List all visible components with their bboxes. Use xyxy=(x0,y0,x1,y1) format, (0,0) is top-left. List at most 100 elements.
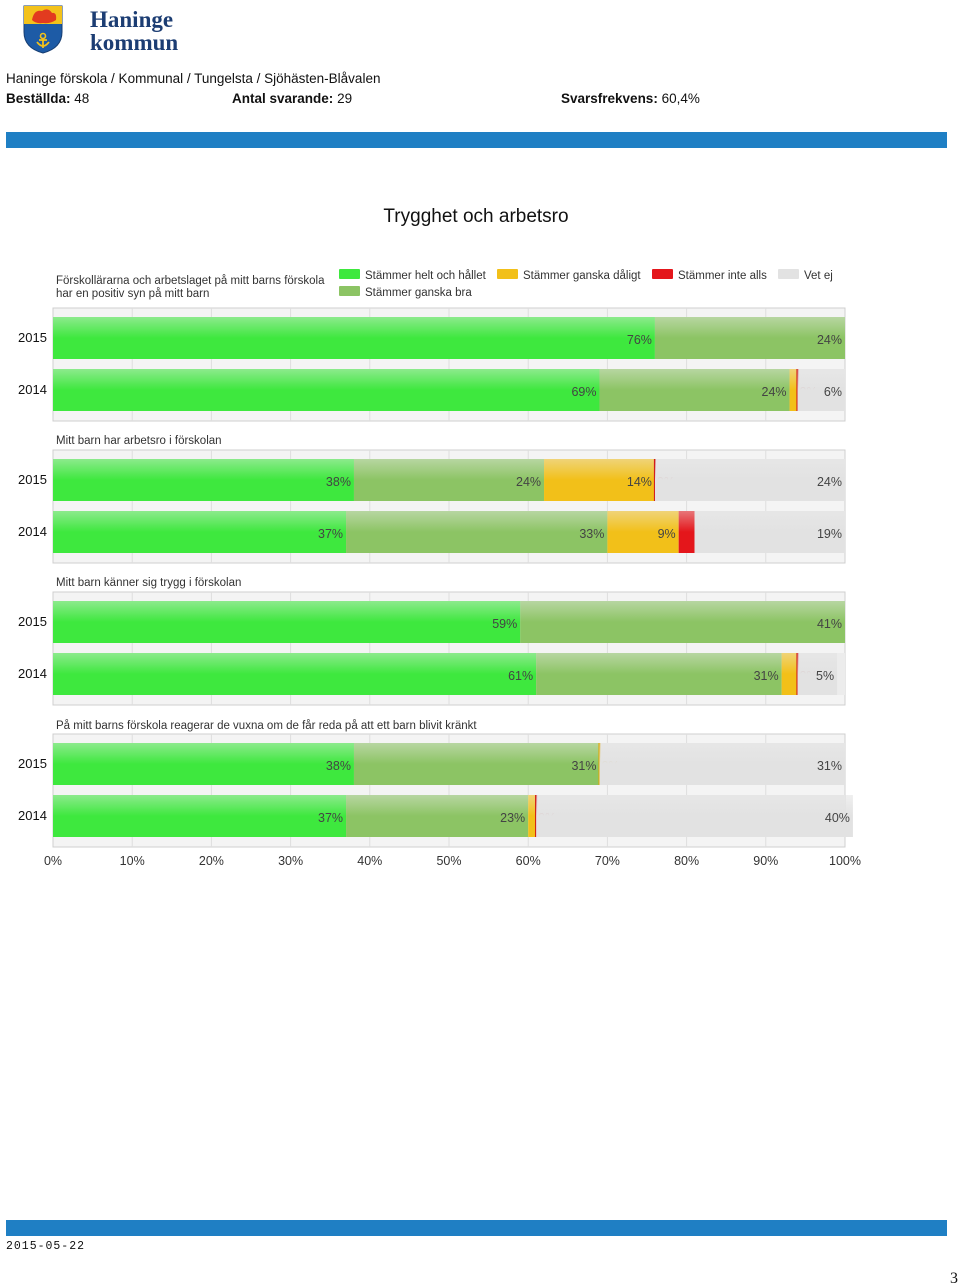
bar-segment-3-1-ganska_daligt xyxy=(528,795,537,837)
group-title-2: Mitt barn känner sig trygg i förskolan xyxy=(56,577,241,589)
bar-segment-3-1-vet_ej xyxy=(536,795,853,837)
bar-segment-1-1-inte_alls xyxy=(678,511,695,553)
x-tick-label-9: 90% xyxy=(753,854,778,868)
bar-label-1-1-vet_ej: 19% xyxy=(817,527,842,541)
bar-segment-2-1-helt xyxy=(53,653,537,695)
x-tick-label-10: 100% xyxy=(829,854,861,868)
group-title-3: På mitt barns förskola reagerar de vuxna… xyxy=(56,720,477,732)
bar-segment-2-1-ganska_daligt xyxy=(781,653,798,695)
bar-segment-1-0-ganska_daligt xyxy=(544,459,655,501)
x-tick-label-7: 70% xyxy=(595,854,620,868)
ordered-value: 48 xyxy=(74,91,90,106)
bar-segment-0-1-ganska_bra xyxy=(599,369,790,411)
respondents-value: 29 xyxy=(337,91,353,106)
respondents-label: Antal svarande: xyxy=(232,91,334,106)
legend-label-ganska_daligt: Stämmer ganska dåligt xyxy=(523,270,641,282)
bar-label-1-1-ganska_bra: 33% xyxy=(579,527,604,541)
x-tick-label-3: 30% xyxy=(278,854,303,868)
bar-label-3-0-helt: 38% xyxy=(326,759,351,773)
bar-segment-1-1-ganska_daligt xyxy=(607,511,679,553)
bar-label-3-1-helt: 37% xyxy=(318,811,343,825)
bar-segment-2-0-ganska_bra xyxy=(520,601,845,643)
bar-label-0-1-helt: 69% xyxy=(571,385,596,399)
bar-segment-1-0-vet_ej xyxy=(654,459,845,501)
logo-text-line1: Haninge xyxy=(90,7,174,32)
bar-segment-3-0-helt xyxy=(53,743,354,785)
stacked-bar-chart: Stämmer helt och hållet Stämmer ganska då… xyxy=(18,269,861,868)
bar-segment-1-0-ganska_bra xyxy=(353,459,545,501)
bar-label-2-1-ganska_bra: 31% xyxy=(754,669,779,683)
row-year-2-0: 2015 xyxy=(18,614,47,629)
bar-label-0-1-ganska_bra: 24% xyxy=(762,385,787,399)
bar-segment-0-1-ganska_daligt xyxy=(789,369,798,411)
bar-label-0-0-ganska_bra: 24% xyxy=(817,333,842,347)
bar-segment-1-1-helt xyxy=(53,511,347,553)
legend-swatch-ganska_bra xyxy=(339,286,360,296)
legend-swatch-helt xyxy=(339,269,360,279)
x-tick-label-4: 40% xyxy=(357,854,382,868)
legend-swatch-vet_ej xyxy=(778,269,799,279)
page-title: Trygghet och arbetsro xyxy=(383,206,569,227)
row-year-2-1: 2014 xyxy=(18,666,47,681)
legend-label-vet_ej: Vet ej xyxy=(804,270,833,282)
x-tick-label-1: 10% xyxy=(120,854,145,868)
ordered-stat: Beställda: 48 xyxy=(6,91,89,106)
bar-segment-1-1-ganska_bra xyxy=(346,511,608,553)
bar-label-3-1-ganska_bra: 23% xyxy=(500,811,525,825)
x-tick-label-2: 20% xyxy=(199,854,224,868)
row-year-3-1: 2014 xyxy=(18,808,47,823)
x-tick-label-0: 0% xyxy=(44,854,62,868)
bar-label-1-0-ganska_daligt: 14% xyxy=(627,475,652,489)
bar-label-0-1-vet_ej: 6% xyxy=(824,385,842,399)
bar-label-3-0-ganska_bra: 31% xyxy=(571,759,596,773)
bar-segment-1-1-vet_ej xyxy=(694,511,845,553)
page-number: 3 xyxy=(950,1270,958,1287)
bar-segment-3-0-ganska_bra xyxy=(353,743,600,785)
bar-segment-0-0-helt xyxy=(53,317,655,359)
row-year-3-0: 2015 xyxy=(18,756,47,771)
response-rate-value: 60,4% xyxy=(661,91,700,106)
bar-segment-3-1-ganska_bra xyxy=(346,795,529,837)
bar-segment-1-0-helt xyxy=(53,459,354,501)
bar-segment-2-0-helt xyxy=(53,601,521,643)
row-year-1-0: 2015 xyxy=(18,472,47,487)
response-rate-stat: Svarsfrekvens: 60,4% xyxy=(561,91,700,106)
response-rate-label: Svarsfrekvens: xyxy=(561,91,658,106)
x-tick-label-6: 60% xyxy=(516,854,541,868)
report-date: 2015-05-22 xyxy=(6,1240,86,1253)
group-title-1: Mitt barn har arbetsro i förskolan xyxy=(56,435,222,447)
x-tick-label-5: 50% xyxy=(436,854,461,868)
x-tick-label-8: 80% xyxy=(674,854,699,868)
bar-label-3-1-vet_ej: 40% xyxy=(825,811,850,825)
bar-label-1-0-vet_ej: 24% xyxy=(817,475,842,489)
bar-segment-3-0-vet_ej xyxy=(599,743,845,785)
legend-swatch-inte_alls xyxy=(652,269,673,279)
legend-label-helt: Stämmer helt och hållet xyxy=(365,270,487,282)
bar-segment-0-1-vet_ej xyxy=(797,369,845,411)
row-year-0-0: 2015 xyxy=(18,330,47,345)
logo-text-line2: kommun xyxy=(90,30,179,55)
bar-label-1-1-ganska_daligt: 9% xyxy=(658,527,676,541)
footer-divider-bar xyxy=(6,1220,947,1236)
bar-label-2-1-vet_ej: 5% xyxy=(816,669,834,683)
bar-label-0-0-helt: 76% xyxy=(627,333,652,347)
bar-label-2-1-helt: 61% xyxy=(508,669,533,683)
bar-segment-2-1-vet_ej xyxy=(797,653,838,695)
bar-label-1-0-ganska_bra: 24% xyxy=(516,475,541,489)
bar-segment-2-1-ganska_bra xyxy=(536,653,782,695)
haninge-kommun-logo: Haninge kommun xyxy=(22,4,182,54)
respondents-stat: Antal svarande: 29 xyxy=(232,91,352,106)
row-year-0-1: 2014 xyxy=(18,382,47,397)
bar-segment-0-0-ganska_bra xyxy=(654,317,845,359)
legend-label-ganska_bra: Stämmer ganska bra xyxy=(365,287,472,299)
group-title-0-line1: Förskollärarna och arbetslaget på mitt b… xyxy=(56,275,325,287)
coat-of-arms-icon xyxy=(23,5,63,54)
bar-segment-3-1-helt xyxy=(53,795,347,837)
group-title-0-line2: har en positiv syn på mitt barn xyxy=(56,288,209,300)
bar-label-3-0-vet_ej: 31% xyxy=(817,759,842,773)
bar-label-2-0-ganska_bra: 41% xyxy=(817,617,842,631)
bar-label-1-0-helt: 38% xyxy=(326,475,351,489)
bar-label-1-1-helt: 37% xyxy=(318,527,343,541)
row-year-1-1: 2014 xyxy=(18,524,47,539)
ordered-label: Beställda: xyxy=(6,91,71,106)
